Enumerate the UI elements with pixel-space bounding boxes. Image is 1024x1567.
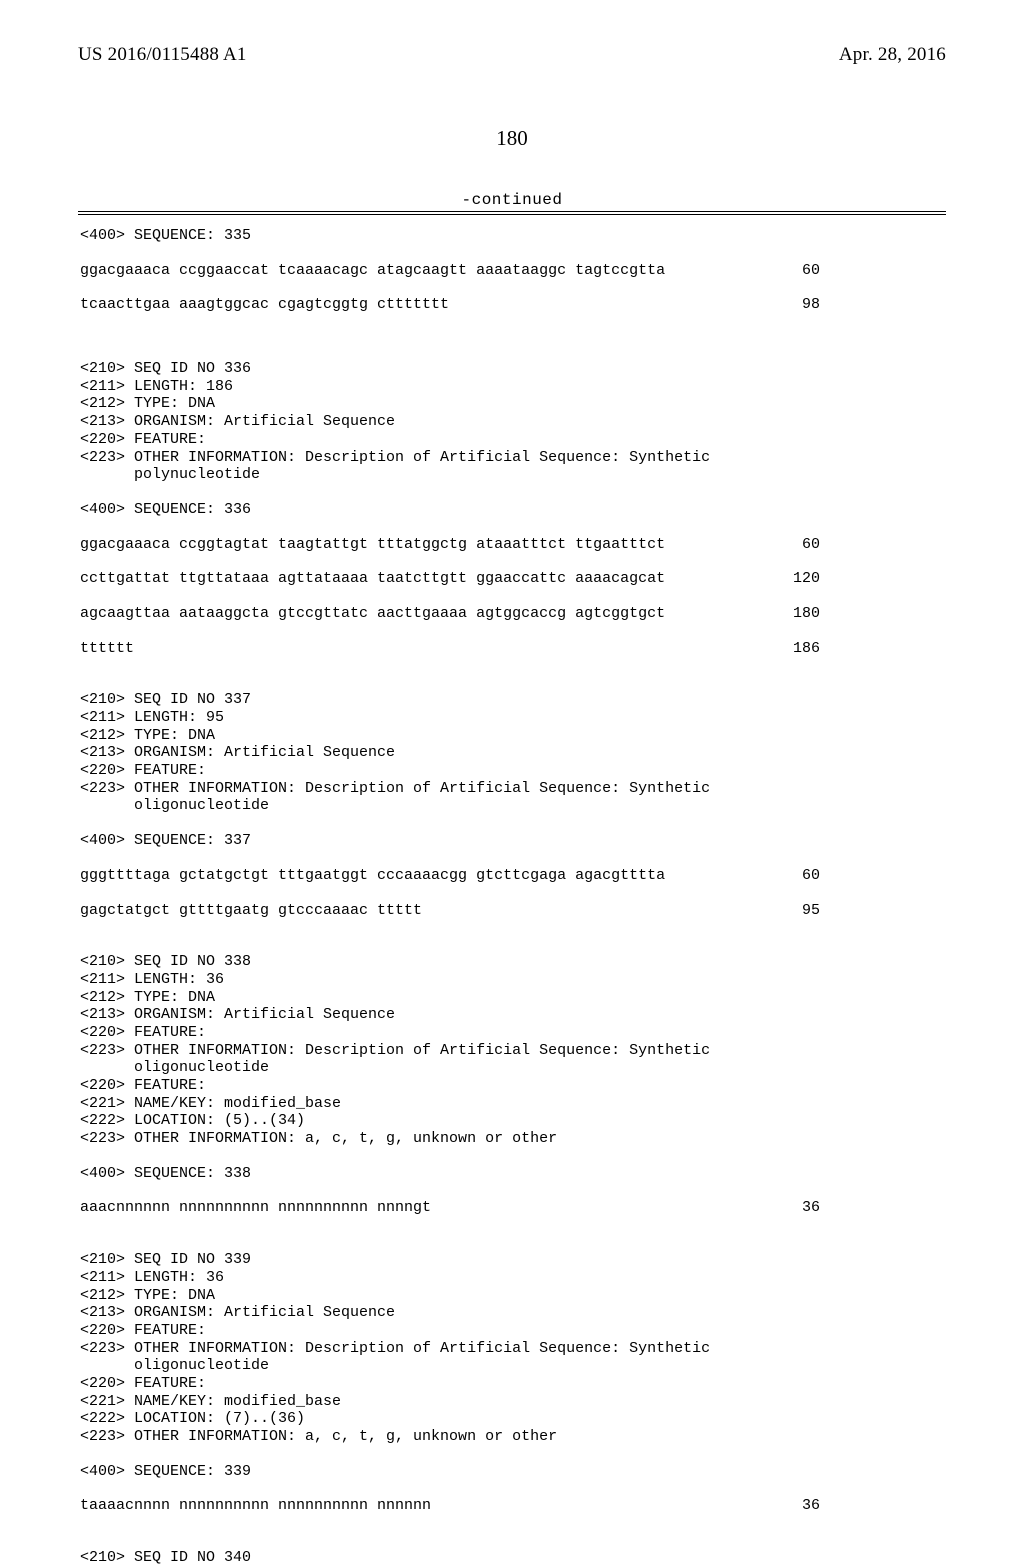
- seq337-title: <400> SEQUENCE: 337: [80, 832, 820, 850]
- seq-text: aaacnnnnnn nnnnnnnnnn nnnnnnnnnn nnnngt: [80, 1199, 431, 1217]
- seq339-h1: <210> SEQ ID NO 339: [80, 1251, 820, 1269]
- seq339-h6: <223> OTHER INFORMATION: Description of …: [80, 1340, 820, 1358]
- seq339-h10: <222> LOCATION: (7)..(36): [80, 1410, 820, 1428]
- seq-pos: 60: [782, 536, 820, 554]
- seq336-row4: tttttt 186: [80, 640, 820, 658]
- seq335-title: <400> SEQUENCE: 335: [80, 227, 820, 245]
- seq339-h7: oligonucleotide: [80, 1357, 820, 1375]
- seq336-h3: <212> TYPE: DNA: [80, 395, 820, 413]
- seq-pos: 60: [782, 867, 820, 885]
- seq336-h5: <220> FEATURE:: [80, 431, 820, 449]
- seq338-h3: <212> TYPE: DNA: [80, 989, 820, 1007]
- seq339-h5: <220> FEATURE:: [80, 1322, 820, 1340]
- top-rule-thin: [78, 214, 946, 215]
- seq336-h7: polynucleotide: [80, 466, 820, 484]
- seq336-h6: <223> OTHER INFORMATION: Description of …: [80, 449, 820, 467]
- seq-text: agcaagttaa aataaggcta gtccgttatc aacttga…: [80, 605, 665, 623]
- seq339-h8: <220> FEATURE:: [80, 1375, 820, 1393]
- seq338-title: <400> SEQUENCE: 338: [80, 1165, 820, 1183]
- seq339-h4: <213> ORGANISM: Artificial Sequence: [80, 1304, 820, 1322]
- publication-number: US 2016/0115488 A1: [78, 44, 247, 66]
- seq336-title: <400> SEQUENCE: 336: [80, 501, 820, 519]
- seq-text: tcaacttgaa aaagtggcac cgagtcggtg ctttttt…: [80, 296, 449, 314]
- seq338-h7: oligonucleotide: [80, 1059, 820, 1077]
- sequence-listing: <400> SEQUENCE: 335 ggacgaaaca ccggaacca…: [80, 227, 820, 1567]
- seq-text: ccttgattat ttgttataaa agttataaaa taatctt…: [80, 570, 665, 588]
- seq338-row1: aaacnnnnnn nnnnnnnnnn nnnnnnnnnn nnnngt …: [80, 1199, 820, 1217]
- seq340-h1: <210> SEQ ID NO 340: [80, 1549, 820, 1567]
- seq-pos: 186: [773, 640, 820, 658]
- seq337-h1: <210> SEQ ID NO 337: [80, 691, 820, 709]
- seq339-h2: <211> LENGTH: 36: [80, 1269, 820, 1287]
- publication-date: Apr. 28, 2016: [839, 44, 946, 66]
- seq337-h2: <211> LENGTH: 95: [80, 709, 820, 727]
- header: US 2016/0115488 A1 Apr. 28, 2016: [78, 44, 946, 66]
- seq338-h4: <213> ORGANISM: Artificial Sequence: [80, 1006, 820, 1024]
- seq-pos: 95: [782, 902, 820, 920]
- seq337-h7: oligonucleotide: [80, 797, 820, 815]
- seq-pos: 36: [782, 1199, 820, 1217]
- seq-pos: 120: [773, 570, 820, 588]
- seq338-h5: <220> FEATURE:: [80, 1024, 820, 1042]
- seq335-row1: ggacgaaaca ccggaaccat tcaaaacagc atagcaa…: [80, 262, 820, 280]
- seq337-h4: <213> ORGANISM: Artificial Sequence: [80, 744, 820, 762]
- seq336-row1: ggacgaaaca ccggtagtat taagtattgt tttatgg…: [80, 536, 820, 554]
- seq336-h2: <211> LENGTH: 186: [80, 378, 820, 396]
- seq337-h6: <223> OTHER INFORMATION: Description of …: [80, 780, 820, 798]
- seq-pos: 180: [773, 605, 820, 623]
- page-number: 180: [78, 126, 946, 151]
- seq336-h1: <210> SEQ ID NO 336: [80, 360, 820, 378]
- seq339-title: <400> SEQUENCE: 339: [80, 1463, 820, 1481]
- seq336-row2: ccttgattat ttgttataaa agttataaaa taatctt…: [80, 570, 820, 588]
- seq338-h2: <211> LENGTH: 36: [80, 971, 820, 989]
- page: US 2016/0115488 A1 Apr. 28, 2016 180 -co…: [0, 0, 1024, 1320]
- seq338-h1: <210> SEQ ID NO 338: [80, 953, 820, 971]
- seq-text: gagctatgct gttttgaatg gtcccaaaac ttttt: [80, 902, 422, 920]
- seq337-row1: gggttttaga gctatgctgt tttgaatggt cccaaaa…: [80, 867, 820, 885]
- seq338-h6: <223> OTHER INFORMATION: Description of …: [80, 1042, 820, 1060]
- seq336-row3: agcaagttaa aataaggcta gtccgttatc aacttga…: [80, 605, 820, 623]
- seq-text: tttttt: [80, 640, 134, 658]
- continued-label: -continued: [78, 191, 946, 209]
- seq339-row1: taaaacnnnn nnnnnnnnnn nnnnnnnnnn nnnnnn …: [80, 1497, 820, 1515]
- seq339-h11: <223> OTHER INFORMATION: a, c, t, g, unk…: [80, 1428, 820, 1446]
- seq338-h10: <222> LOCATION: (5)..(34): [80, 1112, 820, 1130]
- seq-text: ggacgaaaca ccggtagtat taagtattgt tttatgg…: [80, 536, 665, 554]
- seq338-h8: <220> FEATURE:: [80, 1077, 820, 1095]
- seq-text: ggacgaaaca ccggaaccat tcaaaacagc atagcaa…: [80, 262, 665, 280]
- seq336-h4: <213> ORGANISM: Artificial Sequence: [80, 413, 820, 431]
- seq-pos: 60: [782, 262, 820, 280]
- seq337-h5: <220> FEATURE:: [80, 762, 820, 780]
- seq-pos: 98: [782, 296, 820, 314]
- seq337-row2: gagctatgct gttttgaatg gtcccaaaac ttttt 9…: [80, 902, 820, 920]
- seq335-row2: tcaacttgaa aaagtggcac cgagtcggtg ctttttt…: [80, 296, 820, 314]
- seq339-h9: <221> NAME/KEY: modified_base: [80, 1393, 820, 1411]
- seq-text: gggttttaga gctatgctgt tttgaatggt cccaaaa…: [80, 867, 665, 885]
- seq-pos: 36: [782, 1497, 820, 1515]
- seq-text: taaaacnnnn nnnnnnnnnn nnnnnnnnnn nnnnnn: [80, 1497, 431, 1515]
- seq337-h3: <212> TYPE: DNA: [80, 727, 820, 745]
- seq338-h9: <221> NAME/KEY: modified_base: [80, 1095, 820, 1113]
- seq339-h3: <212> TYPE: DNA: [80, 1287, 820, 1305]
- seq338-h11: <223> OTHER INFORMATION: a, c, t, g, unk…: [80, 1130, 820, 1148]
